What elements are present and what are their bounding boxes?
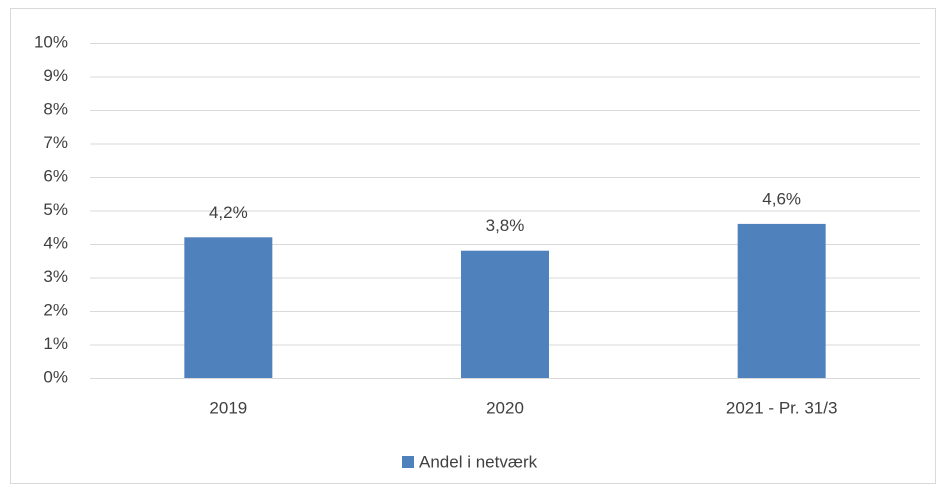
x-tick-label: 2020	[486, 398, 524, 417]
y-tick-label: 4%	[43, 233, 68, 252]
data-label: 4,6%	[762, 189, 801, 208]
y-tick-label: 0%	[43, 367, 68, 386]
data-label: 3,8%	[486, 216, 525, 235]
bar	[184, 237, 273, 378]
y-tick-label: 6%	[43, 166, 68, 185]
y-tick-label: 1%	[43, 334, 68, 353]
legend-label: Andel i netværk	[419, 452, 538, 471]
x-tick-label: 2021 - Pr. 31/3	[726, 398, 838, 417]
bar	[461, 250, 549, 378]
bar	[737, 223, 826, 378]
y-tick-label: 8%	[43, 99, 68, 118]
y-tick-label: 10%	[34, 32, 68, 51]
y-tick-label: 7%	[43, 133, 68, 152]
x-tick-label: 2019	[209, 398, 247, 417]
y-tick-label: 9%	[43, 66, 68, 85]
y-tick-label: 3%	[43, 267, 68, 286]
data-label: 4,2%	[209, 203, 248, 222]
legend-swatch	[402, 456, 414, 468]
y-tick-label: 2%	[43, 300, 68, 319]
y-tick-label: 5%	[43, 200, 68, 219]
